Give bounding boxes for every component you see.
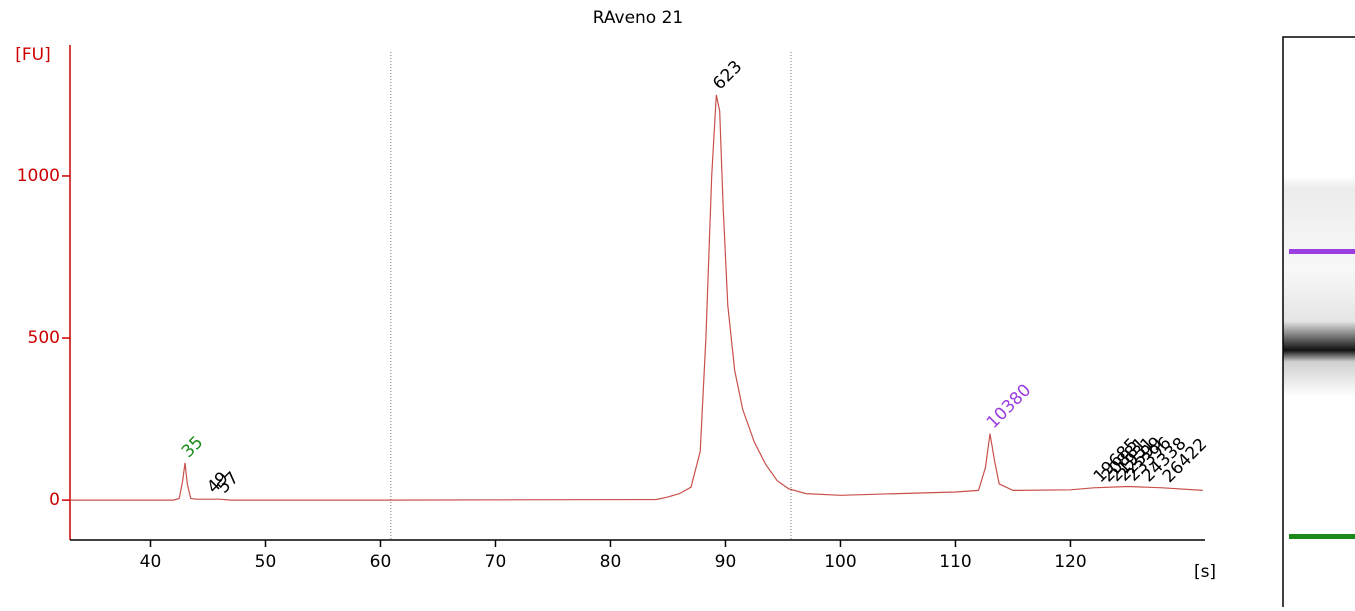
x-tick-label: 90	[715, 552, 737, 572]
lane-box	[1282, 36, 1355, 611]
peak-label: 10380	[983, 380, 1035, 432]
peak-label: 623	[709, 57, 746, 94]
upper-marker-band	[1289, 249, 1355, 254]
x-tick-label: 80	[600, 552, 622, 572]
x-tick-label: 100	[824, 552, 856, 572]
x-tick-label: 110	[939, 552, 971, 572]
chart-title: RAveno 21	[593, 8, 684, 28]
y-tick-label: 1000	[17, 166, 60, 186]
y-tick-label: 0	[49, 490, 60, 510]
gel-lane	[1282, 36, 1355, 611]
x-tick-label: 120	[1054, 552, 1086, 572]
x-tick-label: 50	[255, 552, 277, 572]
trace	[70, 94, 1203, 501]
x-tick-label: 40	[140, 552, 162, 572]
x-axis-label: [s]	[1194, 562, 1216, 582]
y-axis-label: [FU]	[15, 45, 51, 65]
peak-label: 35	[178, 432, 207, 461]
x-tick-label: 60	[370, 552, 392, 572]
lower-marker-band	[1289, 534, 1355, 539]
x-tick-label: 70	[485, 552, 507, 572]
y-tick-label: 500	[28, 328, 60, 348]
